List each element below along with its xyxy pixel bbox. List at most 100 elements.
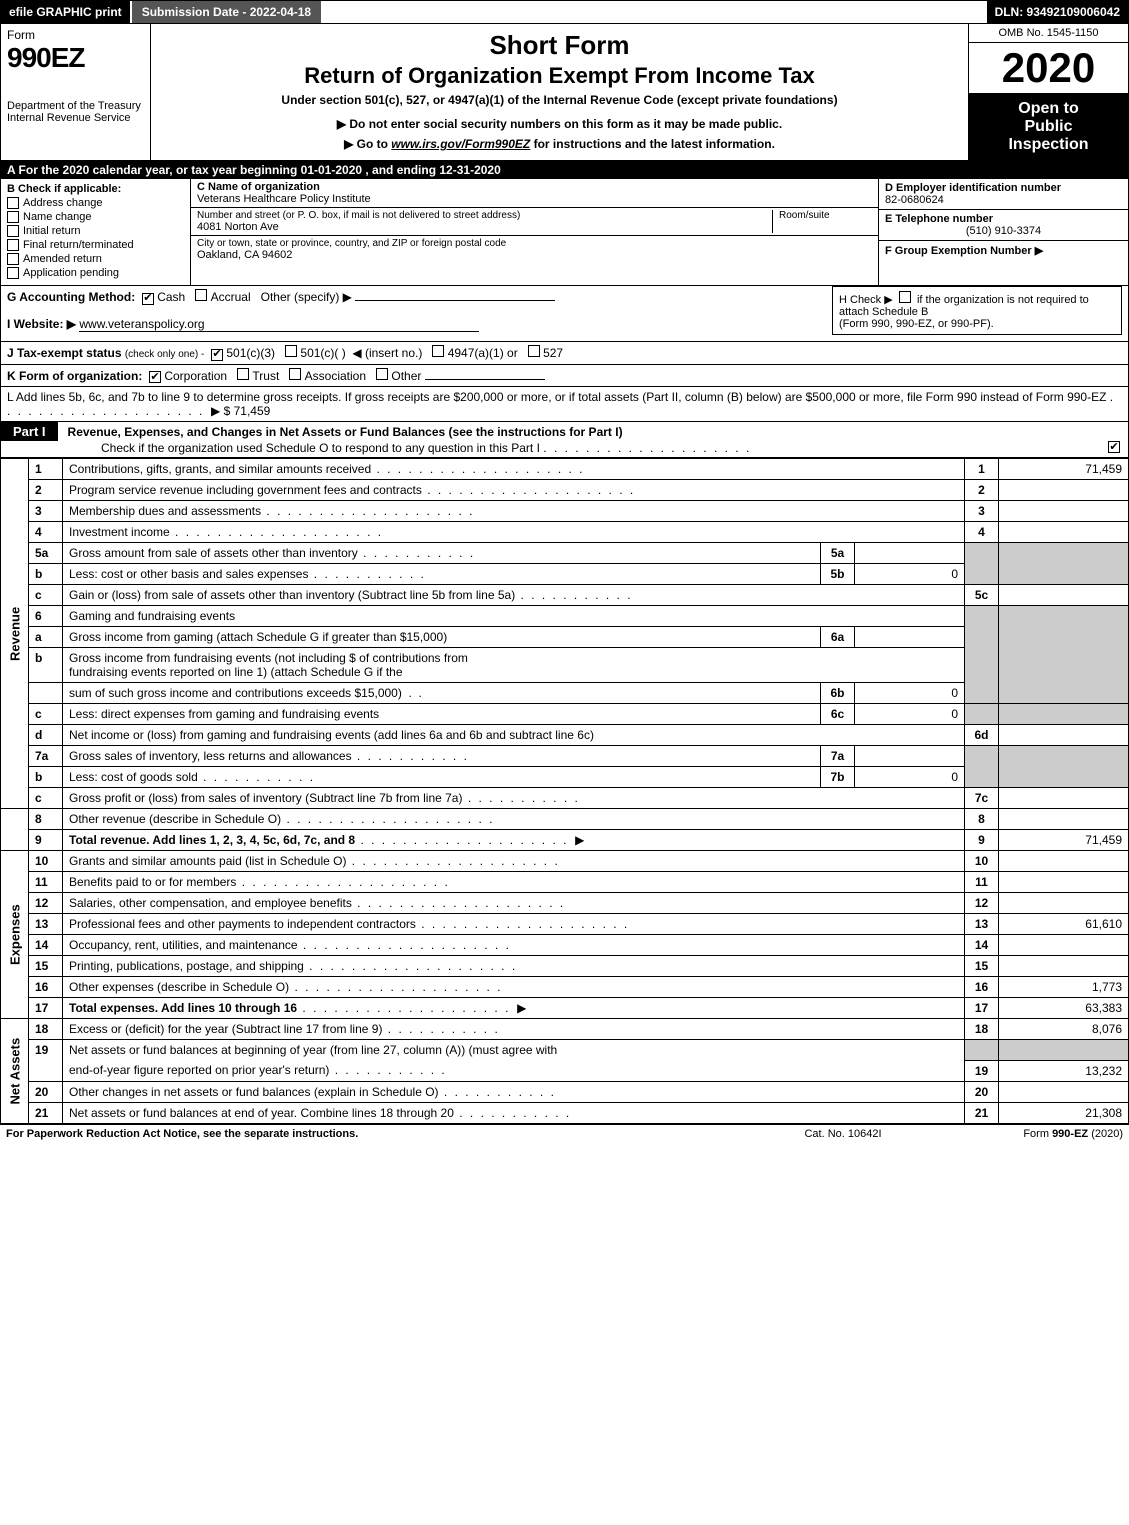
checkbox-amended-return[interactable]: Amended return xyxy=(7,253,184,265)
line-desc: Net income or (loss) from gaming and fun… xyxy=(63,725,965,746)
inspect-line-3: Inspection xyxy=(973,136,1124,154)
line-desc: Total revenue. Add lines 1, 2, 3, 4, 5c,… xyxy=(63,830,965,851)
checkbox-schedule-o[interactable] xyxy=(1108,441,1120,453)
checkbox-h[interactable] xyxy=(899,291,911,303)
footer-form-num: 990-EZ xyxy=(1052,1128,1088,1140)
checkbox-4947[interactable] xyxy=(432,345,444,357)
side-label-expenses: Expenses xyxy=(1,851,29,1019)
box-def: D Employer identification number 82-0680… xyxy=(878,179,1128,285)
checkbox-501c[interactable] xyxy=(285,345,297,357)
line-desc: Grants and similar amounts paid (list in… xyxy=(63,851,965,872)
line-desc: Benefits paid to or for members xyxy=(63,872,965,893)
footer-cat-no: Cat. No. 10642I xyxy=(743,1128,943,1140)
sub-value xyxy=(855,627,965,648)
line-number: b xyxy=(29,648,63,683)
line-amount xyxy=(999,585,1129,606)
checkbox-icon xyxy=(7,253,19,265)
checkbox-final-return[interactable]: Final return/terminated xyxy=(7,239,184,251)
line-col-number: 13 xyxy=(965,914,999,935)
sub-value xyxy=(855,746,965,767)
checkbox-cash[interactable] xyxy=(142,293,154,305)
checkbox-527[interactable] xyxy=(528,345,540,357)
tax-exempt-sub: (check only one) - xyxy=(125,349,204,360)
line-18: Net Assets 18 Excess or (deficit) for th… xyxy=(1,1019,1129,1040)
checkbox-application-pending[interactable]: Application pending xyxy=(7,267,184,279)
line-desc: Other expenses (describe in Schedule O) xyxy=(63,977,965,998)
line-3: 3 Membership dues and assessments 3 xyxy=(1,501,1129,522)
line-amount: 13,232 xyxy=(999,1060,1129,1081)
line-8: 8 Other revenue (describe in Schedule O)… xyxy=(1,809,1129,830)
line-col-number: 10 xyxy=(965,851,999,872)
line-number: c xyxy=(29,585,63,606)
checkbox-501c3[interactable] xyxy=(211,349,223,361)
line-number: 11 xyxy=(29,872,63,893)
inspect-line-2: Public xyxy=(973,118,1124,136)
line-7c: c Gross profit or (loss) from sales of i… xyxy=(1,788,1129,809)
side-label-revenue: Revenue xyxy=(1,459,29,809)
line-number: 19 xyxy=(29,1040,63,1082)
line-number: 20 xyxy=(29,1081,63,1102)
other-specify-input[interactable] xyxy=(355,300,555,301)
checkbox-accrual[interactable] xyxy=(195,289,207,301)
ein-label: D Employer identification number xyxy=(885,182,1122,194)
line-number: 7a xyxy=(29,746,63,767)
box-b-title: B Check if applicable: xyxy=(7,183,184,195)
line-desc: Contributions, gifts, grants, and simila… xyxy=(63,459,965,480)
block-bcd: B Check if applicable: Address change Na… xyxy=(0,179,1129,286)
line-desc: end-of-year figure reported on prior yea… xyxy=(63,1060,965,1081)
line-6: 6 Gaming and fundraising events xyxy=(1,606,1129,627)
irs-url-link[interactable]: www.irs.gov/Form990EZ xyxy=(391,137,530,151)
line-desc: Gross amount from sale of assets other t… xyxy=(63,543,821,564)
line-6b-part3: sum of such gross income and contributio… xyxy=(1,683,1129,704)
row-l: L Add lines 5b, 6c, and 7b to line 9 to … xyxy=(0,387,1129,422)
checkbox-name-change[interactable]: Name change xyxy=(7,211,184,223)
line-amount xyxy=(999,935,1129,956)
checkbox-label: Name change xyxy=(23,211,92,223)
checkbox-icon xyxy=(7,239,19,251)
grey-cell xyxy=(999,746,1129,788)
line-6c: c Less: direct expenses from gaming and … xyxy=(1,704,1129,725)
other-org-input[interactable] xyxy=(425,379,545,380)
checkbox-other-org[interactable] xyxy=(376,368,388,380)
line-number-blank xyxy=(29,683,63,704)
inspect-line-1: Open to xyxy=(973,100,1124,118)
opt-corporation: Corporation xyxy=(164,369,227,383)
line-desc: Gain or (loss) from sale of assets other… xyxy=(63,585,965,606)
line-desc: Net assets or fund balances at end of ye… xyxy=(63,1102,965,1123)
checkbox-label: Address change xyxy=(23,197,103,209)
sub-label: 5b xyxy=(821,564,855,585)
sub-label: 7a xyxy=(821,746,855,767)
line-amount: 61,610 xyxy=(999,914,1129,935)
line-col-number: 3 xyxy=(965,501,999,522)
line-amount: 1,773 xyxy=(999,977,1129,998)
line-desc: Printing, publications, postage, and shi… xyxy=(63,956,965,977)
line-col-number: 19 xyxy=(965,1060,999,1081)
line-amount xyxy=(999,480,1129,501)
checkbox-association[interactable] xyxy=(289,368,301,380)
line-number: 3 xyxy=(29,501,63,522)
part-1-header: Part I Revenue, Expenses, and Changes in… xyxy=(0,422,1129,458)
side-label-net-assets: Net Assets xyxy=(1,1019,29,1124)
line-amount xyxy=(999,809,1129,830)
line-amount xyxy=(999,956,1129,977)
open-to-public: Open to Public Inspection xyxy=(969,94,1128,160)
opt-501c: 501(c)( ) xyxy=(300,346,345,360)
checkbox-initial-return[interactable]: Initial return xyxy=(7,225,184,237)
link-suffix: for instructions and the latest informat… xyxy=(534,137,775,151)
line-amount xyxy=(999,522,1129,543)
checkbox-corporation[interactable] xyxy=(149,371,161,383)
line-number: 4 xyxy=(29,522,63,543)
checkbox-trust[interactable] xyxy=(237,368,249,380)
page-footer: For Paperwork Reduction Act Notice, see … xyxy=(0,1124,1129,1143)
footer-form-pre: Form xyxy=(1023,1128,1052,1140)
h-text-3: (Form 990, 990-EZ, or 990-PF). xyxy=(839,318,994,330)
checkbox-address-change[interactable]: Address change xyxy=(7,197,184,209)
print-button[interactable]: efile GRAPHIC print xyxy=(1,1,132,23)
checkbox-label: Amended return xyxy=(23,253,102,265)
checkbox-icon xyxy=(7,267,19,279)
website-label: I Website: ▶ xyxy=(7,317,76,331)
line-desc: Gross profit or (loss) from sales of inv… xyxy=(63,788,965,809)
footer-form-ref: Form 990-EZ (2020) xyxy=(943,1128,1123,1140)
line-number: 14 xyxy=(29,935,63,956)
line-desc: Less: cost of goods sold xyxy=(63,767,821,788)
